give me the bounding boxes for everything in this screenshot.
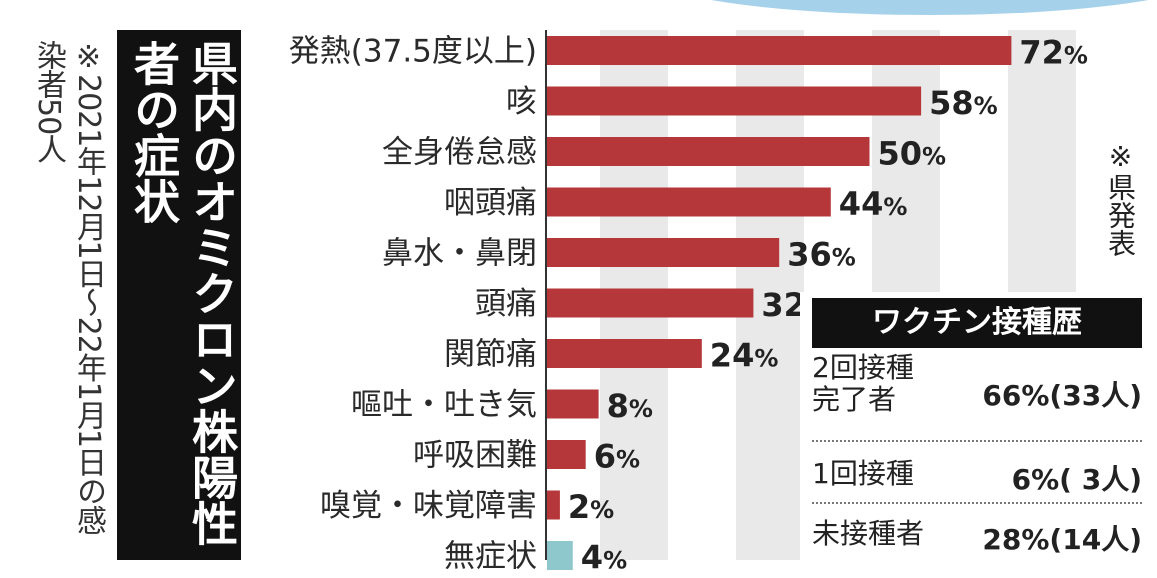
category-axis (545, 30, 547, 560)
bar (547, 490, 560, 520)
category-label: 関節痛 (444, 337, 537, 373)
data-label: 2% (568, 488, 614, 526)
divider (812, 502, 1142, 504)
category-label: 咽頭痛 (444, 185, 537, 221)
vaccination-label: 2回接種 完了者 (812, 351, 914, 416)
bar (547, 187, 831, 217)
period-note: ※2021年12月1日〜22年1月1日の感染者50人 (31, 40, 106, 534)
bar (547, 36, 1012, 65)
vaccination-row-unvaccinated: 未接種者 28%(14人) (812, 514, 1142, 578)
source-note: ※県発表 (1104, 140, 1137, 257)
category-label: 呼吸困難 (413, 438, 537, 474)
vaccination-label: 1回接種 (812, 457, 914, 490)
category-label: 嗅覚・味覚障害 (320, 488, 537, 524)
data-label: 58% (929, 84, 998, 122)
data-label: 4% (581, 539, 627, 575)
category-label: 頭痛 (475, 286, 537, 322)
bar (547, 440, 586, 469)
data-label: 6% (594, 438, 640, 476)
data-label: 50% (878, 135, 947, 173)
data-label: 44% (839, 185, 908, 223)
title-box (117, 30, 241, 560)
category-label: 無症状 (444, 539, 537, 575)
category-label: 咳 (506, 84, 537, 120)
bar (547, 389, 599, 419)
data-label: 36% (787, 236, 856, 274)
divider (812, 440, 1142, 442)
vaccination-row-two-doses: 2回接種 完了者 66%(33人) (812, 352, 1142, 432)
data-label: 24% (710, 337, 779, 375)
vaccination-value: 28%(14人) (982, 523, 1142, 556)
bar (547, 238, 780, 267)
category-label: 嘔吐・吐き気 (351, 387, 537, 423)
category-label: 発熱(37.5度以上) (289, 34, 537, 70)
bar (547, 137, 870, 166)
bar (547, 86, 922, 116)
vaccination-value: 66%(33人) (982, 379, 1142, 412)
category-label: 鼻水・鼻閉 (382, 236, 537, 272)
vaccination-label: 未接種者 (812, 517, 925, 550)
vaccination-title: ワクチン接種歴 (812, 298, 1142, 348)
data-label: 8% (607, 387, 653, 425)
vaccination-row-one-dose: 1回接種 6%( 3人) (812, 454, 1142, 518)
category-label: 全身倦怠感 (382, 135, 537, 171)
bar (547, 339, 702, 368)
bar (547, 288, 754, 318)
vaccination-value: 6%( 3人) (1011, 463, 1142, 496)
chart-title: 県内のオミクロン株陽性者の症状 (127, 40, 239, 546)
data-label: 72% (1019, 34, 1088, 72)
bar (547, 541, 573, 570)
